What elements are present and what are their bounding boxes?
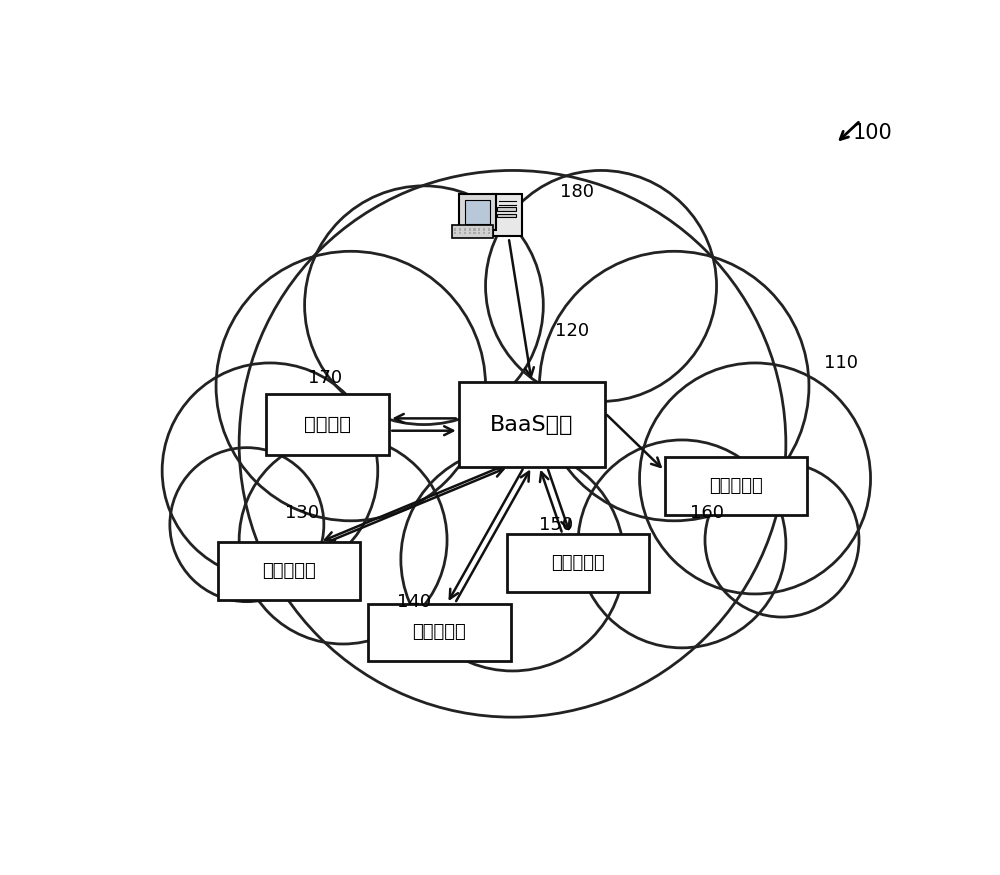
FancyBboxPatch shape [464, 228, 466, 230]
FancyBboxPatch shape [469, 228, 471, 230]
FancyBboxPatch shape [459, 228, 461, 230]
FancyBboxPatch shape [497, 214, 516, 217]
FancyBboxPatch shape [465, 200, 490, 224]
FancyBboxPatch shape [478, 228, 480, 230]
FancyBboxPatch shape [464, 232, 466, 234]
Text: 区块链网络: 区块链网络 [551, 554, 605, 572]
Text: 140: 140 [397, 592, 431, 611]
Text: 150: 150 [539, 515, 574, 534]
FancyBboxPatch shape [459, 194, 496, 230]
Text: 170: 170 [308, 369, 343, 388]
Text: 110: 110 [824, 354, 858, 372]
FancyBboxPatch shape [497, 207, 516, 211]
Text: 120: 120 [555, 322, 589, 340]
FancyBboxPatch shape [459, 382, 605, 467]
Text: 区块链网络: 区块链网络 [709, 477, 763, 495]
Text: 存储设备: 存储设备 [304, 415, 351, 434]
Text: 100: 100 [853, 123, 893, 143]
Text: 区块链网络: 区块链网络 [412, 624, 466, 641]
Text: 130: 130 [285, 504, 319, 522]
FancyBboxPatch shape [452, 225, 493, 238]
Text: 160: 160 [690, 504, 724, 522]
FancyBboxPatch shape [478, 232, 480, 234]
Text: 区块链网络: 区块链网络 [262, 562, 316, 580]
FancyBboxPatch shape [454, 232, 456, 234]
FancyBboxPatch shape [469, 232, 471, 234]
FancyBboxPatch shape [454, 228, 456, 230]
FancyBboxPatch shape [459, 232, 461, 234]
FancyBboxPatch shape [266, 394, 389, 455]
FancyBboxPatch shape [665, 458, 807, 515]
Polygon shape [493, 193, 522, 236]
FancyBboxPatch shape [473, 228, 476, 230]
FancyBboxPatch shape [218, 542, 360, 599]
FancyBboxPatch shape [473, 232, 476, 234]
Text: 180: 180 [560, 183, 594, 201]
Text: BaaS平台: BaaS平台 [490, 415, 573, 435]
FancyBboxPatch shape [483, 228, 485, 230]
FancyBboxPatch shape [488, 232, 490, 234]
FancyBboxPatch shape [507, 535, 649, 592]
FancyBboxPatch shape [488, 228, 490, 230]
FancyBboxPatch shape [368, 604, 511, 662]
FancyBboxPatch shape [483, 232, 485, 234]
